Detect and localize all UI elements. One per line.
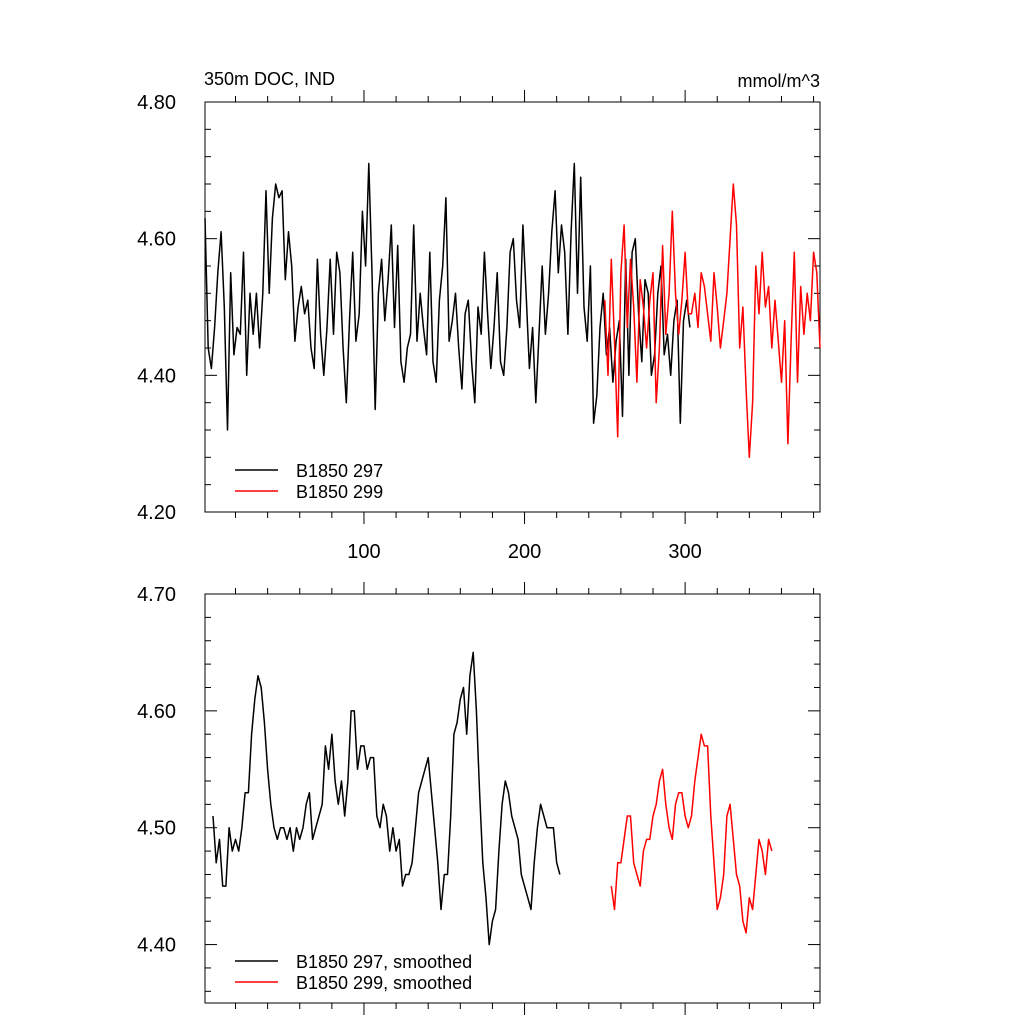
series-line-1 — [204, 162, 691, 431]
units-label: mmol/m^3 — [738, 71, 820, 91]
y-tick-label: 4.70 — [137, 584, 176, 606]
y-tick-label: 4.20 — [137, 502, 176, 524]
y-tick-label: 4.40 — [137, 935, 176, 957]
x-tick-label: 200 — [508, 541, 541, 563]
series-line-2 — [604, 183, 821, 459]
chart-title: 350m DOC, IND — [204, 69, 335, 89]
top-panel: 350m DOC, IND mmol/m^3 B1850 297 B1850 2… — [137, 69, 821, 563]
legend-label-series-1: B1850 297 — [296, 461, 383, 481]
y-tick-label: 4.60 — [137, 701, 176, 723]
plot-frame — [204, 593, 821, 1004]
x-tick-label: 300 — [668, 541, 701, 563]
y-tick-label: 4.50 — [137, 818, 176, 840]
y-tick-label: 4.80 — [137, 92, 176, 114]
bottom-panel: B1850 297, smoothed B1850 299, smoothed … — [137, 582, 821, 1015]
legend-label-series-1: B1850 297, smoothed — [296, 952, 472, 972]
plot-frame — [204, 101, 821, 513]
legend-label-series-2: B1850 299, smoothed — [296, 973, 472, 993]
y-tick-label: 4.60 — [137, 229, 176, 251]
series-line-1 — [212, 651, 561, 946]
series-line-2 — [610, 733, 773, 934]
legend-label-series-2: B1850 299 — [296, 482, 383, 502]
y-tick-label: 4.40 — [137, 365, 176, 387]
x-tick-label: 100 — [347, 541, 380, 563]
